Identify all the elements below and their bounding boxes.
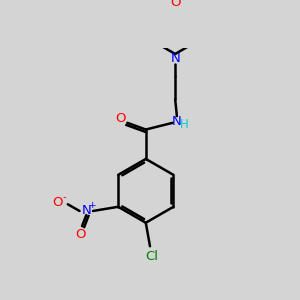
Text: N: N (170, 52, 180, 65)
Text: O: O (170, 0, 180, 9)
Text: Cl: Cl (145, 250, 158, 263)
Text: O: O (52, 196, 63, 209)
Text: H: H (180, 118, 189, 131)
Text: N: N (172, 115, 182, 128)
Text: +: + (88, 201, 96, 210)
Text: O: O (116, 112, 126, 125)
Text: N: N (81, 205, 91, 218)
Text: O: O (75, 228, 86, 241)
Text: -: - (63, 193, 66, 202)
